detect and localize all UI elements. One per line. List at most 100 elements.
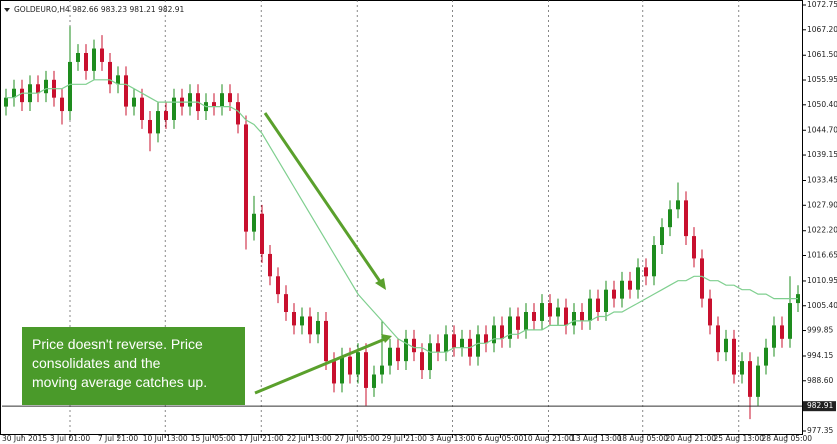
y-tick-label: 1033.45: [807, 175, 837, 184]
candle-body: [652, 245, 656, 277]
annotation-line: Price doesn't reverse. Price: [32, 336, 203, 352]
moving-average: [6, 79, 798, 353]
candle-body: [316, 320, 320, 335]
candle-body: [84, 53, 88, 71]
candle-body: [532, 312, 536, 321]
current-price-label: 982.91: [807, 401, 833, 410]
y-tick-label: 1039.15: [807, 150, 837, 159]
candle-body: [716, 325, 720, 353]
candle-body: [172, 97, 176, 120]
candle-body: [572, 312, 576, 326]
candle-body: [420, 352, 424, 371]
candle-body: [668, 209, 672, 228]
candle-body: [244, 124, 248, 232]
candle-body: [708, 298, 712, 326]
candle-body: [372, 374, 376, 388]
x-tick-label: 15 Jul 05:00: [191, 434, 236, 443]
menu-icon[interactable]: [4, 8, 10, 12]
arrow: [263, 112, 383, 284]
candle-body: [484, 334, 488, 344]
candle-body: [516, 316, 520, 330]
y-tick-label: 1067.20: [807, 25, 837, 34]
x-tick-label: 25 Aug 13:00: [714, 434, 765, 443]
candle-body: [188, 93, 192, 107]
candle-body: [492, 325, 496, 344]
y-tick-label: 1022.20: [807, 226, 837, 235]
x-tick-label: 7 Jul 21:00: [98, 434, 138, 443]
candle-body: [4, 97, 8, 107]
y-tick-label: 1010.95: [807, 276, 837, 285]
candle-body: [628, 280, 632, 290]
candle-body: [76, 53, 80, 62]
current-price-box: [803, 401, 836, 412]
arrowhead: [381, 334, 392, 343]
candle-body: [212, 102, 216, 107]
candle-body: [556, 307, 560, 317]
candle-body: [348, 356, 352, 375]
candle-body: [220, 93, 224, 107]
candle-body: [644, 267, 648, 277]
candle-body: [284, 294, 288, 313]
candle-body: [332, 361, 336, 384]
candle-body: [124, 75, 128, 107]
candle-body: [300, 316, 304, 326]
candle-body: [780, 325, 784, 339]
x-tick-label: 18 Aug 05:00: [618, 434, 669, 443]
candle-body: [324, 320, 328, 362]
candle-body: [684, 200, 688, 237]
y-tick-label: 1005.40: [807, 301, 837, 310]
y-tick-label: 1055.95: [807, 75, 837, 84]
candle-body: [676, 200, 680, 210]
candle-body: [740, 361, 744, 375]
candle-body: [356, 352, 360, 375]
y-tick-label: 999.85: [807, 326, 833, 335]
candle-body: [540, 303, 544, 321]
candle-body: [700, 258, 704, 299]
arrowhead: [375, 278, 386, 290]
candle-body: [612, 289, 616, 299]
candle-body: [460, 338, 464, 348]
candle-body: [340, 356, 344, 384]
x-tick-label: 17 Jul 21:00: [239, 434, 284, 443]
candle-body: [260, 213, 264, 254]
candle-body: [564, 307, 568, 326]
candle-body: [580, 312, 584, 321]
x-tick-label: 13 Aug 13:00: [571, 434, 622, 443]
y-tick-label: 1044.70: [807, 125, 837, 134]
candle-body: [108, 61, 112, 85]
y-tick-label: 977.35: [807, 426, 833, 435]
candle-body: [60, 97, 64, 112]
candle-body: [404, 338, 408, 362]
x-tick-label: 3 Jul 01:00: [50, 434, 90, 443]
candle-body: [508, 316, 512, 339]
candle-body: [500, 325, 504, 339]
header: GOLDEURO,H4 982.66 983.23 981.21 982.91: [14, 5, 185, 14]
candle-body: [452, 334, 456, 348]
x-tick-label: 28 Aug 05:00: [762, 434, 813, 443]
candle-body: [68, 61, 72, 112]
candle-body: [364, 352, 368, 388]
y-tick-label: 1016.65: [807, 251, 837, 260]
candle-body: [788, 303, 792, 339]
candle-body: [636, 267, 640, 290]
candle-body: [36, 84, 40, 94]
candle-body: [476, 334, 480, 357]
y-tick-label: 1027.90: [807, 200, 837, 209]
candle-body: [148, 119, 152, 134]
candle-body: [524, 312, 528, 330]
x-tick-label: 3 Aug 13:00: [429, 434, 475, 443]
candle-body: [236, 102, 240, 125]
candle-body: [388, 347, 392, 366]
annotation-line: consolidates and the: [32, 355, 161, 371]
candle-body: [276, 276, 280, 295]
candle-body: [756, 365, 760, 397]
candle-body: [596, 298, 600, 313]
candle-body: [252, 213, 256, 232]
candle-body: [588, 298, 592, 321]
candle-body: [292, 312, 296, 326]
candle-body: [116, 75, 120, 85]
candle-body: [140, 97, 144, 120]
candle-body: [444, 334, 448, 353]
